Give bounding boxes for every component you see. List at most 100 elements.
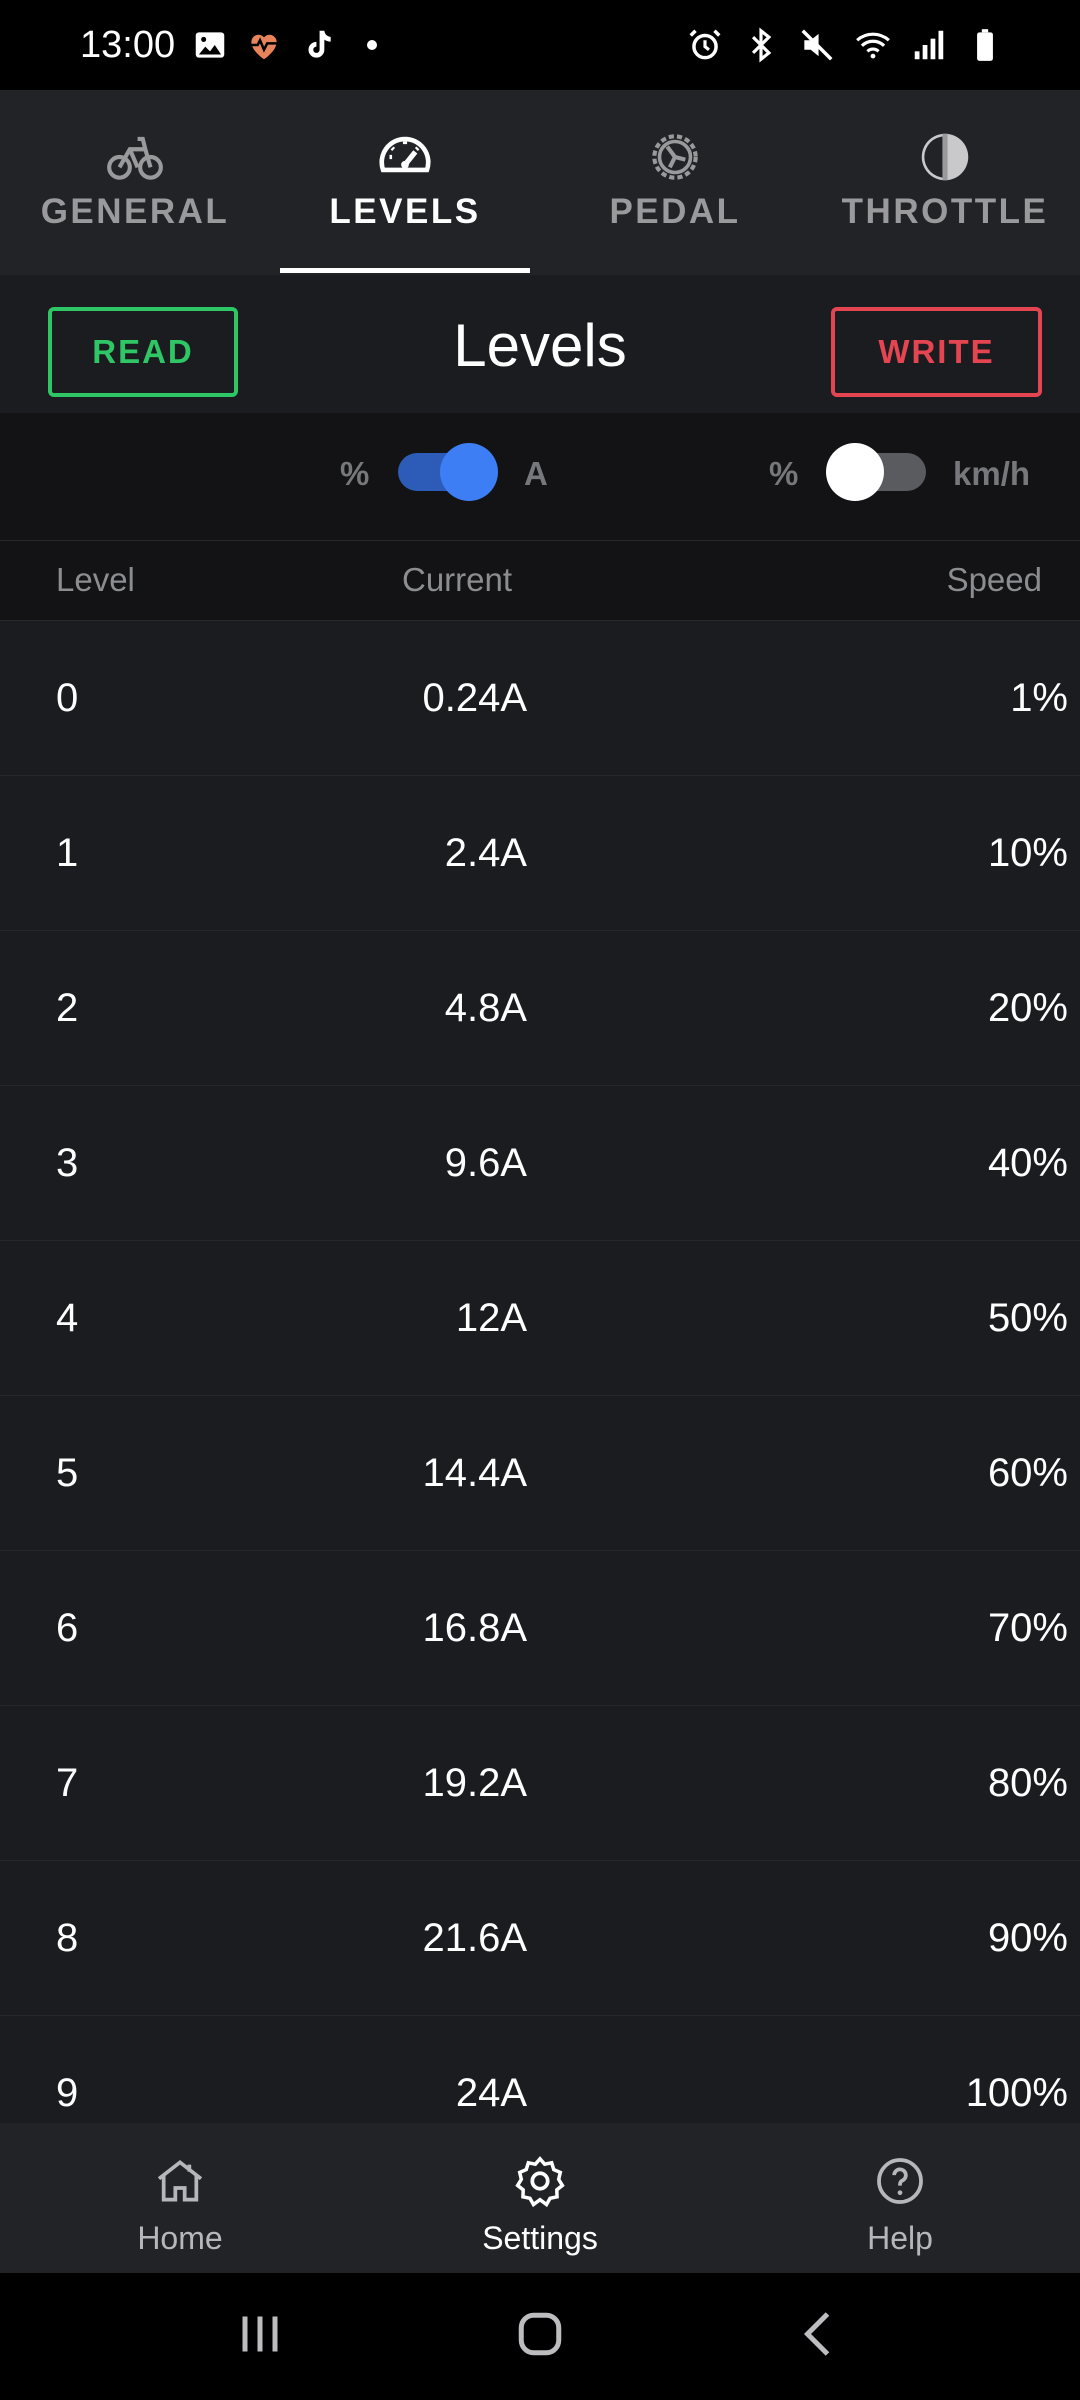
nav-help[interactable]: Help — [720, 2123, 1080, 2273]
nav-help-label: Help — [867, 2220, 933, 2256]
table-row: 3 9.6A 40% — [0, 1086, 1080, 1241]
table-row: 0 0.24A 1% — [0, 621, 1080, 776]
speed-input[interactable]: 10% — [987, 831, 1068, 875]
current-input[interactable]: 4.8A — [444, 986, 527, 1030]
nav-home-label: Home — [137, 2220, 223, 2256]
current-input[interactable]: 12A — [455, 1296, 527, 1340]
current-amp-label: A — [524, 455, 548, 492]
active-tab-indicator — [280, 268, 530, 273]
switch-knob — [440, 443, 498, 501]
levels-header: READ Levels WRITE — [0, 275, 1080, 413]
nav-home[interactable]: Home — [0, 2123, 360, 2273]
throttle-icon — [914, 126, 976, 188]
unit-toggles-row: % A % km/h — [0, 413, 1080, 541]
speed-unit-switch[interactable] — [826, 443, 926, 501]
level-cell: 3 — [56, 1141, 79, 1185]
current-input[interactable]: 9.6A — [444, 1141, 527, 1185]
tab-pedal[interactable]: PEDAL — [540, 90, 810, 275]
level-cell: 7 — [56, 1761, 79, 1805]
switch-knob — [826, 443, 884, 501]
speed-input[interactable]: 70% — [987, 1606, 1068, 1650]
tab-levels[interactable]: LEVELS — [270, 90, 540, 275]
bluetooth-icon — [742, 26, 780, 64]
speed-input[interactable]: 80% — [987, 1761, 1068, 1805]
speed-input[interactable]: 100% — [965, 2071, 1068, 2115]
table-row: 2 4.8A 20% — [0, 931, 1080, 1086]
bottom-navigation: Home Settings Help — [0, 2123, 1080, 2273]
table-row: 9 24A 100% — [0, 2016, 1080, 2123]
current-input[interactable]: 2.4A — [444, 831, 527, 875]
tab-levels-label: LEVELS — [329, 192, 481, 231]
table-row: 7 19.2A 80% — [0, 1706, 1080, 1861]
level-cell: 2 — [56, 986, 79, 1030]
current-input[interactable]: 19.2A — [422, 1761, 527, 1805]
current-percent-label: % — [340, 455, 370, 492]
speed-input[interactable]: 20% — [987, 986, 1068, 1030]
status-time: 13:00 — [80, 23, 176, 66]
level-cell: 1 — [56, 831, 79, 875]
tab-pedal-label: PEDAL — [609, 192, 741, 231]
level-cell: 9 — [56, 2071, 79, 2115]
recents-icon[interactable] — [230, 2304, 290, 2369]
level-cell: 5 — [56, 1451, 79, 1495]
current-input[interactable]: 14.4A — [422, 1451, 527, 1495]
back-icon[interactable] — [790, 2304, 850, 2369]
current-input[interactable]: 0.24A — [422, 676, 527, 720]
current-input[interactable]: 24A — [455, 2071, 527, 2115]
table-row: 6 16.8A 70% — [0, 1551, 1080, 1706]
table-header: Level Current Speed — [0, 541, 1080, 621]
tab-throttle-label: THROTTLE — [841, 192, 1049, 231]
write-button[interactable]: WRITE — [831, 307, 1042, 397]
nav-settings-label: Settings — [482, 2220, 598, 2256]
status-left: 13:00 — [80, 23, 378, 67]
level-cell: 4 — [56, 1296, 79, 1340]
levels-table: 0 0.24A 1% 1 2.4A 10% 2 4.8A 20% 3 9.6A … — [0, 621, 1080, 2123]
level-column-header: Level — [56, 561, 135, 598]
gallery-icon — [191, 26, 229, 64]
speed-column-header: Speed — [946, 561, 1042, 598]
bicycle-icon — [104, 126, 166, 188]
table-row: 8 21.6A 90% — [0, 1861, 1080, 2016]
pedal-gear-icon — [644, 126, 706, 188]
speed-input[interactable]: 1% — [1010, 676, 1068, 720]
level-cell: 8 — [56, 1916, 79, 1960]
mute-icon — [798, 26, 836, 64]
system-navigation — [0, 2273, 1080, 2400]
current-input[interactable]: 16.8A — [422, 1606, 527, 1650]
read-button[interactable]: READ — [48, 307, 238, 397]
alarm-icon — [686, 26, 724, 64]
table-row: 5 14.4A 60% — [0, 1396, 1080, 1551]
battery-icon — [966, 26, 1004, 64]
table-row: 4 12A 50% — [0, 1241, 1080, 1396]
home-icon — [152, 2153, 208, 2214]
current-input[interactable]: 21.6A — [422, 1916, 527, 1960]
current-unit-switch[interactable] — [398, 443, 498, 501]
tab-general-label: GENERAL — [40, 192, 230, 231]
table-row: 1 2.4A 10% — [0, 776, 1080, 931]
top-tab-bar: GENERAL LEVELS PEDAL THROTTLE — [0, 90, 1080, 275]
speedometer-icon — [374, 126, 436, 188]
status-bar: 13:00 — [0, 0, 1080, 90]
notification-dot — [367, 40, 378, 50]
health-icon — [245, 26, 283, 64]
level-cell: 6 — [56, 1606, 79, 1650]
tiktok-icon — [299, 26, 337, 64]
tab-general[interactable]: GENERAL — [0, 90, 270, 275]
level-cell: 0 — [56, 676, 79, 720]
settings-icon — [512, 2153, 568, 2214]
speed-kmh-label: km/h — [953, 455, 1031, 492]
page-title: Levels — [453, 312, 627, 379]
wifi-icon — [854, 26, 892, 64]
help-icon — [872, 2153, 928, 2214]
speed-input[interactable]: 40% — [987, 1141, 1068, 1185]
current-column-header: Current — [402, 561, 513, 598]
speed-input[interactable]: 90% — [987, 1916, 1068, 1960]
tab-throttle[interactable]: THROTTLE — [810, 90, 1080, 275]
signal-icon — [910, 26, 948, 64]
nav-settings[interactable]: Settings — [360, 2123, 720, 2273]
speed-percent-label: % — [769, 455, 799, 492]
speed-input[interactable]: 50% — [987, 1296, 1068, 1340]
speed-input[interactable]: 60% — [987, 1451, 1068, 1495]
home-circle-icon[interactable] — [510, 2304, 570, 2369]
status-right — [686, 26, 1004, 64]
